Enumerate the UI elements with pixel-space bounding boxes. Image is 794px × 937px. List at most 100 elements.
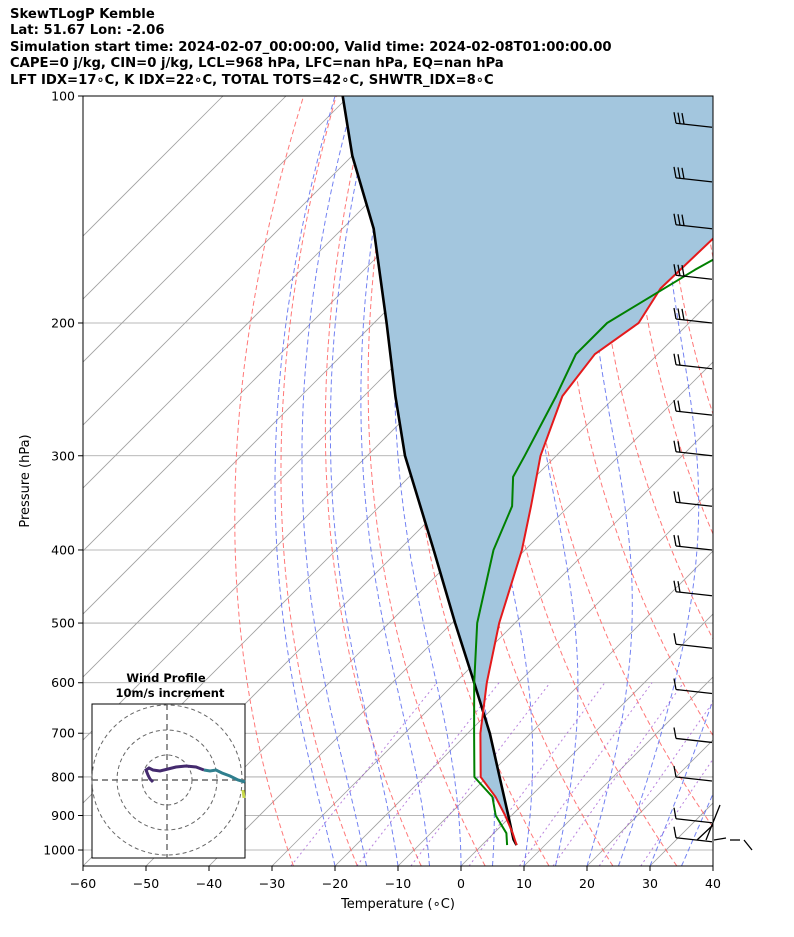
- y-tick-label: 900: [51, 808, 75, 823]
- x-tick-label: −10: [385, 876, 411, 891]
- moist-adiabat: [586, 96, 633, 866]
- wind-barb-flag: [677, 112, 681, 124]
- moist-adiabat: [301, 96, 367, 866]
- moist-adiabat: [618, 96, 700, 866]
- wind-barb-flag: [673, 727, 677, 739]
- cape-line: CAPE=0 j/kg, CIN=0 j/kg, LCL=968 hPa, LF…: [10, 56, 504, 72]
- wind-barb-staff: [675, 837, 713, 843]
- moist-adiabat: [274, 96, 336, 866]
- dry-adiabat: [662, 96, 713, 416]
- mixing-ratio-line: [468, 682, 606, 866]
- chart-title: SkewTLogP Kemble: [10, 7, 155, 22]
- moist-adiabat: [681, 792, 713, 866]
- wind-barb-flag: [681, 167, 685, 179]
- hodograph: Wind Profile 10m/s increment: [91, 671, 246, 859]
- dry-adiabat: [234, 96, 305, 866]
- dry-adiabat: [760, 96, 794, 866]
- wind-barb-flag: [677, 214, 681, 226]
- isotherm-line: [271, 424, 713, 866]
- wind-barb-staff: [675, 545, 713, 551]
- x-tick-label: 40: [705, 876, 721, 891]
- wind-barb-flag: [673, 307, 677, 320]
- wind-barb-flag: [681, 265, 685, 277]
- y-tick-label: 800: [51, 769, 75, 784]
- x-tick-label: 30: [642, 876, 658, 891]
- wind-barb-staff: [675, 224, 713, 230]
- moist-adiabat: [712, 864, 713, 866]
- wind-barb-flag: [673, 166, 677, 179]
- location-line: Lat: 51.67 Lon: -2.06: [10, 23, 165, 39]
- wind-barb-surface: [743, 839, 753, 851]
- isotherm-line: [334, 487, 713, 866]
- mixing-ratio-line: [640, 758, 713, 866]
- moist-adiabat: [329, 96, 399, 866]
- x-tick-label: 10: [516, 876, 532, 891]
- indices-line: LFT IDX=17∘C, K IDX=22∘C, TOTAL TOTS=42∘…: [10, 72, 494, 88]
- wind-barb-flag: [673, 264, 677, 276]
- wind-barb-staff: [675, 818, 713, 824]
- wind-barb-flag: [681, 112, 685, 125]
- isotherm-line: [83, 96, 350, 363]
- x-tick-label: −30: [259, 876, 285, 891]
- hodograph-frame: [91, 703, 246, 859]
- isotherm-line: [460, 613, 713, 866]
- wind-barb-flag: [673, 213, 677, 225]
- wind-barb-flag: [677, 441, 681, 453]
- wind-barb-flag: [673, 353, 677, 365]
- wind-barb-staff: [675, 501, 713, 507]
- wind-barb-flag: [673, 678, 677, 690]
- wind-barb-staff: [675, 122, 713, 128]
- y-axis-ticks: 100 200 300 400 500 600 700 800 900 1000: [43, 89, 83, 858]
- moist-adiabat: [360, 96, 430, 866]
- wind-barb-staff: [675, 776, 713, 782]
- wind-barb-flag: [673, 580, 677, 592]
- wind-barb-flag: [673, 826, 677, 838]
- temperature-profile-line: [479, 237, 713, 846]
- dry-adiabat: [367, 96, 486, 866]
- wind-barb-flag: [673, 633, 677, 645]
- wind-barb-staff: [675, 177, 713, 183]
- y-tick-label: 300: [51, 448, 75, 463]
- y-tick-label: 500: [51, 616, 75, 631]
- wind-barb-flag: [673, 112, 677, 124]
- wind-barb-staff: [675, 274, 713, 280]
- moist-adiabat: [393, 96, 462, 866]
- wind-barb-staff: [675, 364, 713, 370]
- x-tick-label: −50: [133, 876, 159, 891]
- wind-barb-flag: [677, 354, 681, 366]
- hodograph-title: Wind Profile: [126, 671, 206, 685]
- mixing-ratio-line: [552, 682, 684, 866]
- dry-adiabat: [728, 96, 794, 866]
- x-axis-ticks: −60 −50 −40 −30 −20 −10 0 10 20 30 40: [70, 866, 721, 891]
- hodograph-trace-surface: [241, 789, 246, 799]
- wind-barb-staff: [675, 643, 713, 649]
- wind-barb-flag: [673, 440, 677, 452]
- y-tick-label: 700: [51, 726, 75, 741]
- isotherm-line: [83, 96, 287, 300]
- wind-barb-flag: [677, 491, 681, 503]
- y-axis-label: Pressure (hPa): [18, 434, 33, 527]
- wind-barb-flag: [677, 264, 681, 276]
- cin-shading-area: [342, 96, 713, 846]
- isotherm-line: [397, 550, 713, 866]
- x-tick-label: −20: [322, 876, 348, 891]
- wind-barb-flag: [677, 581, 681, 593]
- mixing-ratio-line: [290, 682, 438, 866]
- sounding-profiles: [341, 96, 713, 846]
- wind-barb-flag: [677, 308, 681, 320]
- isotherm-line: [83, 96, 413, 426]
- dry-adiabat: [595, 96, 713, 640]
- wind-barbs: [673, 112, 753, 851]
- dewpoint-profile-line: [473, 258, 713, 846]
- dry-adiabat: [280, 96, 358, 866]
- parcel-profile-line: [341, 96, 518, 846]
- dry-adiabat: [560, 96, 713, 737]
- wind-barb-staff: [675, 451, 713, 457]
- wind-barb-flag: [681, 308, 685, 320]
- wind-barb-staff: [675, 688, 713, 695]
- x-tick-label: −60: [70, 876, 96, 891]
- y-tick-label: 400: [51, 542, 75, 557]
- isotherm-line: [83, 96, 224, 237]
- hodograph-trace-lower: [203, 768, 246, 784]
